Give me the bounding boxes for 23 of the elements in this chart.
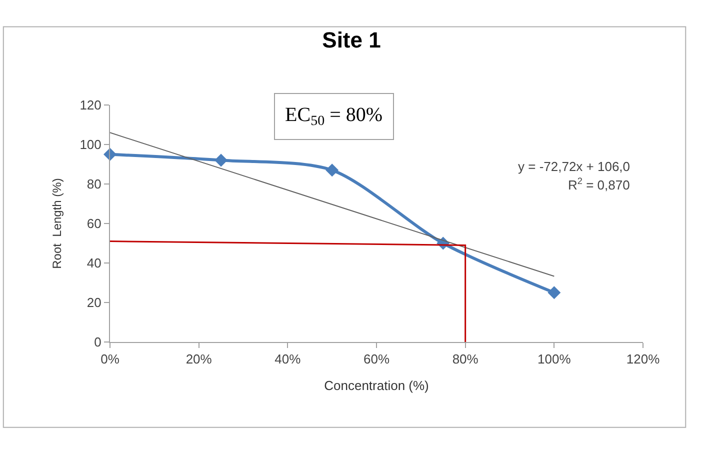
y-tick-label: 100: [80, 137, 102, 152]
x-tick-label: 40%: [274, 352, 302, 367]
annotation: R$^{2}$ = 0,870: [568, 176, 630, 192]
x-tick-label: 60%: [363, 352, 390, 367]
point: [214, 154, 228, 167]
y-tick-label: 20: [86, 295, 102, 310]
x-tick-label: 80%: [452, 352, 479, 367]
x-tick-label: 100%: [538, 352, 572, 367]
y-tick-label: 40: [86, 256, 102, 271]
x-axis-title: Concentration (%): [324, 378, 429, 394]
y-tick-label: 120: [80, 98, 102, 113]
y-tick-label: 60: [86, 216, 102, 232]
point: [326, 164, 339, 177]
point: [548, 286, 561, 300]
annotation: EC$_{50}$ = 80%: [285, 104, 383, 130]
x-tick-label: 0%: [100, 352, 120, 367]
x-tick-label: 120%: [626, 352, 660, 367]
annotation: y = -72,72x + 106,0: [518, 159, 630, 174]
y-axis-title: Root Length (%): [50, 178, 64, 269]
y-tick-label: 0: [94, 334, 102, 350]
chart-title: Site 1: [322, 28, 381, 53]
y-tick-label: 80: [86, 176, 102, 192]
x-tick-label: 20%: [186, 352, 212, 367]
